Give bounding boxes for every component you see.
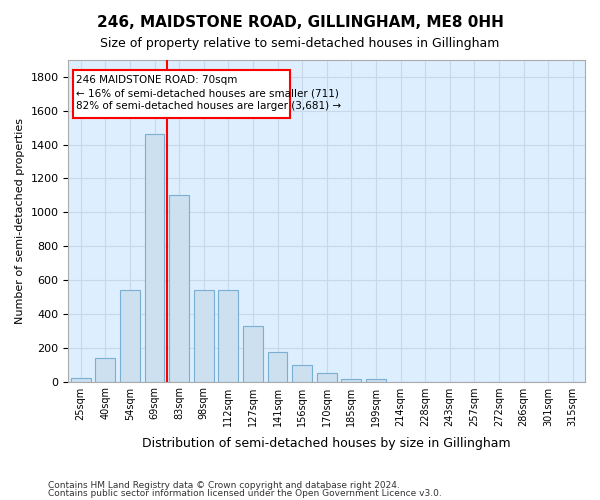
Bar <box>218 290 238 382</box>
Bar <box>194 290 214 382</box>
Text: Size of property relative to semi-detached houses in Gillingham: Size of property relative to semi-detach… <box>100 38 500 51</box>
Bar <box>292 364 312 382</box>
Bar <box>341 379 361 382</box>
Text: 246 MAIDSTONE ROAD: 70sqm: 246 MAIDSTONE ROAD: 70sqm <box>76 75 237 85</box>
Text: Contains public sector information licensed under the Open Government Licence v3: Contains public sector information licen… <box>48 488 442 498</box>
Text: ← 16% of semi-detached houses are smaller (711): ← 16% of semi-detached houses are smalle… <box>76 89 338 99</box>
Bar <box>169 196 189 382</box>
Text: Contains HM Land Registry data © Crown copyright and database right 2024.: Contains HM Land Registry data © Crown c… <box>48 481 400 490</box>
Bar <box>145 134 164 382</box>
Bar <box>120 290 140 382</box>
FancyBboxPatch shape <box>73 70 290 117</box>
Bar <box>366 379 386 382</box>
Bar <box>317 373 337 382</box>
Y-axis label: Number of semi-detached properties: Number of semi-detached properties <box>15 118 25 324</box>
Bar <box>71 378 91 382</box>
Bar <box>268 352 287 382</box>
Text: 82% of semi-detached houses are larger (3,681) →: 82% of semi-detached houses are larger (… <box>76 102 341 112</box>
Text: 246, MAIDSTONE ROAD, GILLINGHAM, ME8 0HH: 246, MAIDSTONE ROAD, GILLINGHAM, ME8 0HH <box>97 15 503 30</box>
X-axis label: Distribution of semi-detached houses by size in Gillingham: Distribution of semi-detached houses by … <box>142 437 511 450</box>
Bar <box>95 358 115 382</box>
Bar <box>243 326 263 382</box>
